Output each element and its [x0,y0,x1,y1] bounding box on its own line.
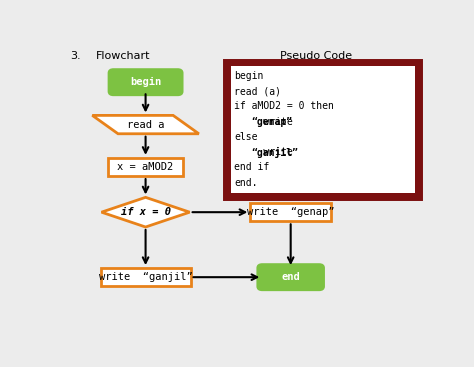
FancyBboxPatch shape [258,265,324,290]
Text: “genap”: “genap” [251,117,292,127]
Text: write: write [235,117,299,127]
Polygon shape [101,197,190,227]
Text: Flowchart: Flowchart [96,51,150,61]
Text: begin: begin [130,77,161,87]
Text: read (a): read (a) [235,86,282,96]
Text: if aMOD2 = 0 then: if aMOD2 = 0 then [235,101,334,112]
Text: write: write [235,147,299,157]
Text: read a: read a [127,120,164,130]
Text: end if: end if [235,163,270,172]
FancyBboxPatch shape [108,158,183,176]
FancyBboxPatch shape [250,203,331,221]
Text: “ganjil”: “ganjil” [251,147,299,158]
FancyBboxPatch shape [109,70,182,95]
Text: 3.: 3. [70,51,81,61]
Text: end: end [281,272,300,282]
Text: x = aMOD2: x = aMOD2 [118,162,173,172]
Text: write  “ganjil”: write “ganjil” [99,272,192,282]
Text: write  “genap”: write “genap” [247,207,335,217]
FancyBboxPatch shape [231,66,415,193]
Text: begin: begin [235,71,264,81]
Text: Pseudo Code: Pseudo Code [280,51,352,61]
FancyBboxPatch shape [100,268,191,286]
Polygon shape [92,115,199,134]
FancyBboxPatch shape [227,62,419,197]
Text: else: else [235,132,258,142]
Text: end.: end. [235,178,258,188]
Text: if x = 0: if x = 0 [120,207,171,217]
